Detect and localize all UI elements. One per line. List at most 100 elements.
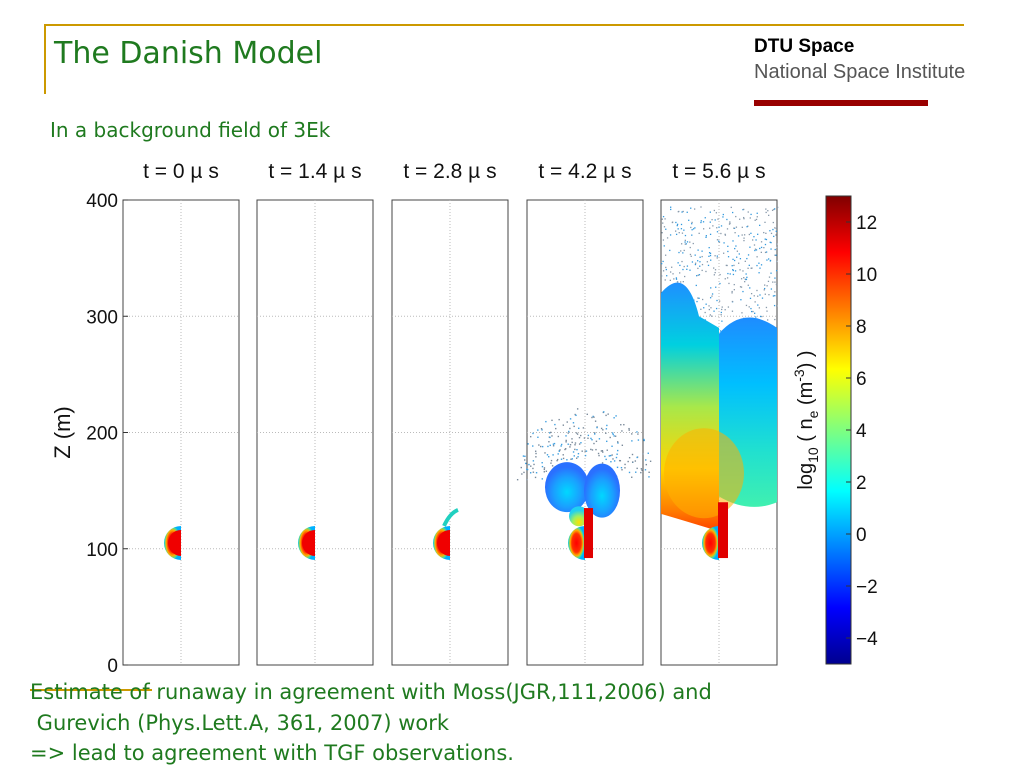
speckle [673,278,675,280]
speckle [752,310,754,313]
speckle [750,213,752,216]
speckle [617,441,619,443]
speckle [721,306,723,308]
speckle [703,307,705,309]
speckle [627,460,629,463]
speckle [671,221,674,224]
speckle [532,432,534,435]
speckle [555,427,557,430]
speckle [729,222,731,225]
streamer-head [702,525,719,560]
speckle [711,315,713,317]
speckle [556,459,558,462]
speckle [636,467,638,470]
speckle [691,229,693,231]
speckle [615,415,617,417]
speckle [534,476,537,479]
speckle [694,254,696,256]
speckle [552,454,554,456]
speckle [748,264,750,267]
speckle [704,311,706,314]
speckle [710,307,712,309]
speckle [702,221,705,223]
speckle [716,299,718,302]
speckle [631,453,634,456]
speckle [713,310,715,312]
speckle [696,300,698,303]
speckle [616,466,619,469]
speckle [551,435,553,437]
speckle [582,427,585,429]
speckle [740,286,743,288]
speckle [754,219,756,221]
speckle [723,242,725,244]
speckle [733,227,736,230]
speckle [748,233,751,236]
speckle [583,437,586,439]
speckle [636,456,638,459]
speckle [571,441,573,444]
speckle [572,451,575,453]
streamer-density [516,408,652,560]
speckle [776,243,778,245]
speckle [770,248,772,250]
speckle [750,232,752,234]
speckle [684,275,686,278]
body-separator [30,689,152,691]
speckle [722,216,724,218]
speckle [775,283,778,286]
speckle [558,450,560,452]
speckle [730,206,732,209]
speckle [697,267,699,270]
colorbar-tick-label: 2 [856,473,867,494]
speckle [755,239,757,241]
speckle [611,432,614,434]
speckle [708,305,710,307]
speckle [601,450,604,452]
speckle [684,243,686,245]
speckle [569,427,571,430]
speckle [684,239,686,242]
speckle [647,452,649,454]
speckle [708,308,710,311]
speckle [775,230,777,232]
speckle [775,234,777,236]
speckle [590,448,592,451]
speckle [613,417,615,419]
speckle [565,435,567,437]
speckle [709,297,712,299]
speckle [725,264,728,267]
colorbar-tick-label: 8 [856,317,867,338]
speckle [701,255,703,258]
speckle [745,304,748,307]
speckle [720,232,722,235]
speckle [701,250,703,252]
speckle [724,234,727,236]
speckle [616,449,619,452]
speckle [731,211,734,214]
streamer-density [433,508,459,560]
speckle [715,307,718,310]
speckle [727,306,730,308]
speckle [636,431,638,433]
speckle [560,443,563,446]
speckle [709,252,712,255]
speckle [584,454,587,457]
speckle [756,212,758,214]
streamer-core [302,529,315,556]
speckle [661,275,663,277]
speckle [631,461,634,463]
speckle [680,250,682,252]
speckle [721,308,723,311]
brand-name: DTU Space [754,36,855,57]
speckle [764,284,766,286]
streamer-density [298,525,315,560]
panel-title: t = 5.6 µ s [672,160,765,183]
speckle [759,247,761,250]
speckle [772,295,775,297]
speckle [680,243,683,245]
speckle [756,264,758,267]
speckle [776,206,779,209]
streamer-core [437,529,450,556]
plume-core [664,428,744,519]
